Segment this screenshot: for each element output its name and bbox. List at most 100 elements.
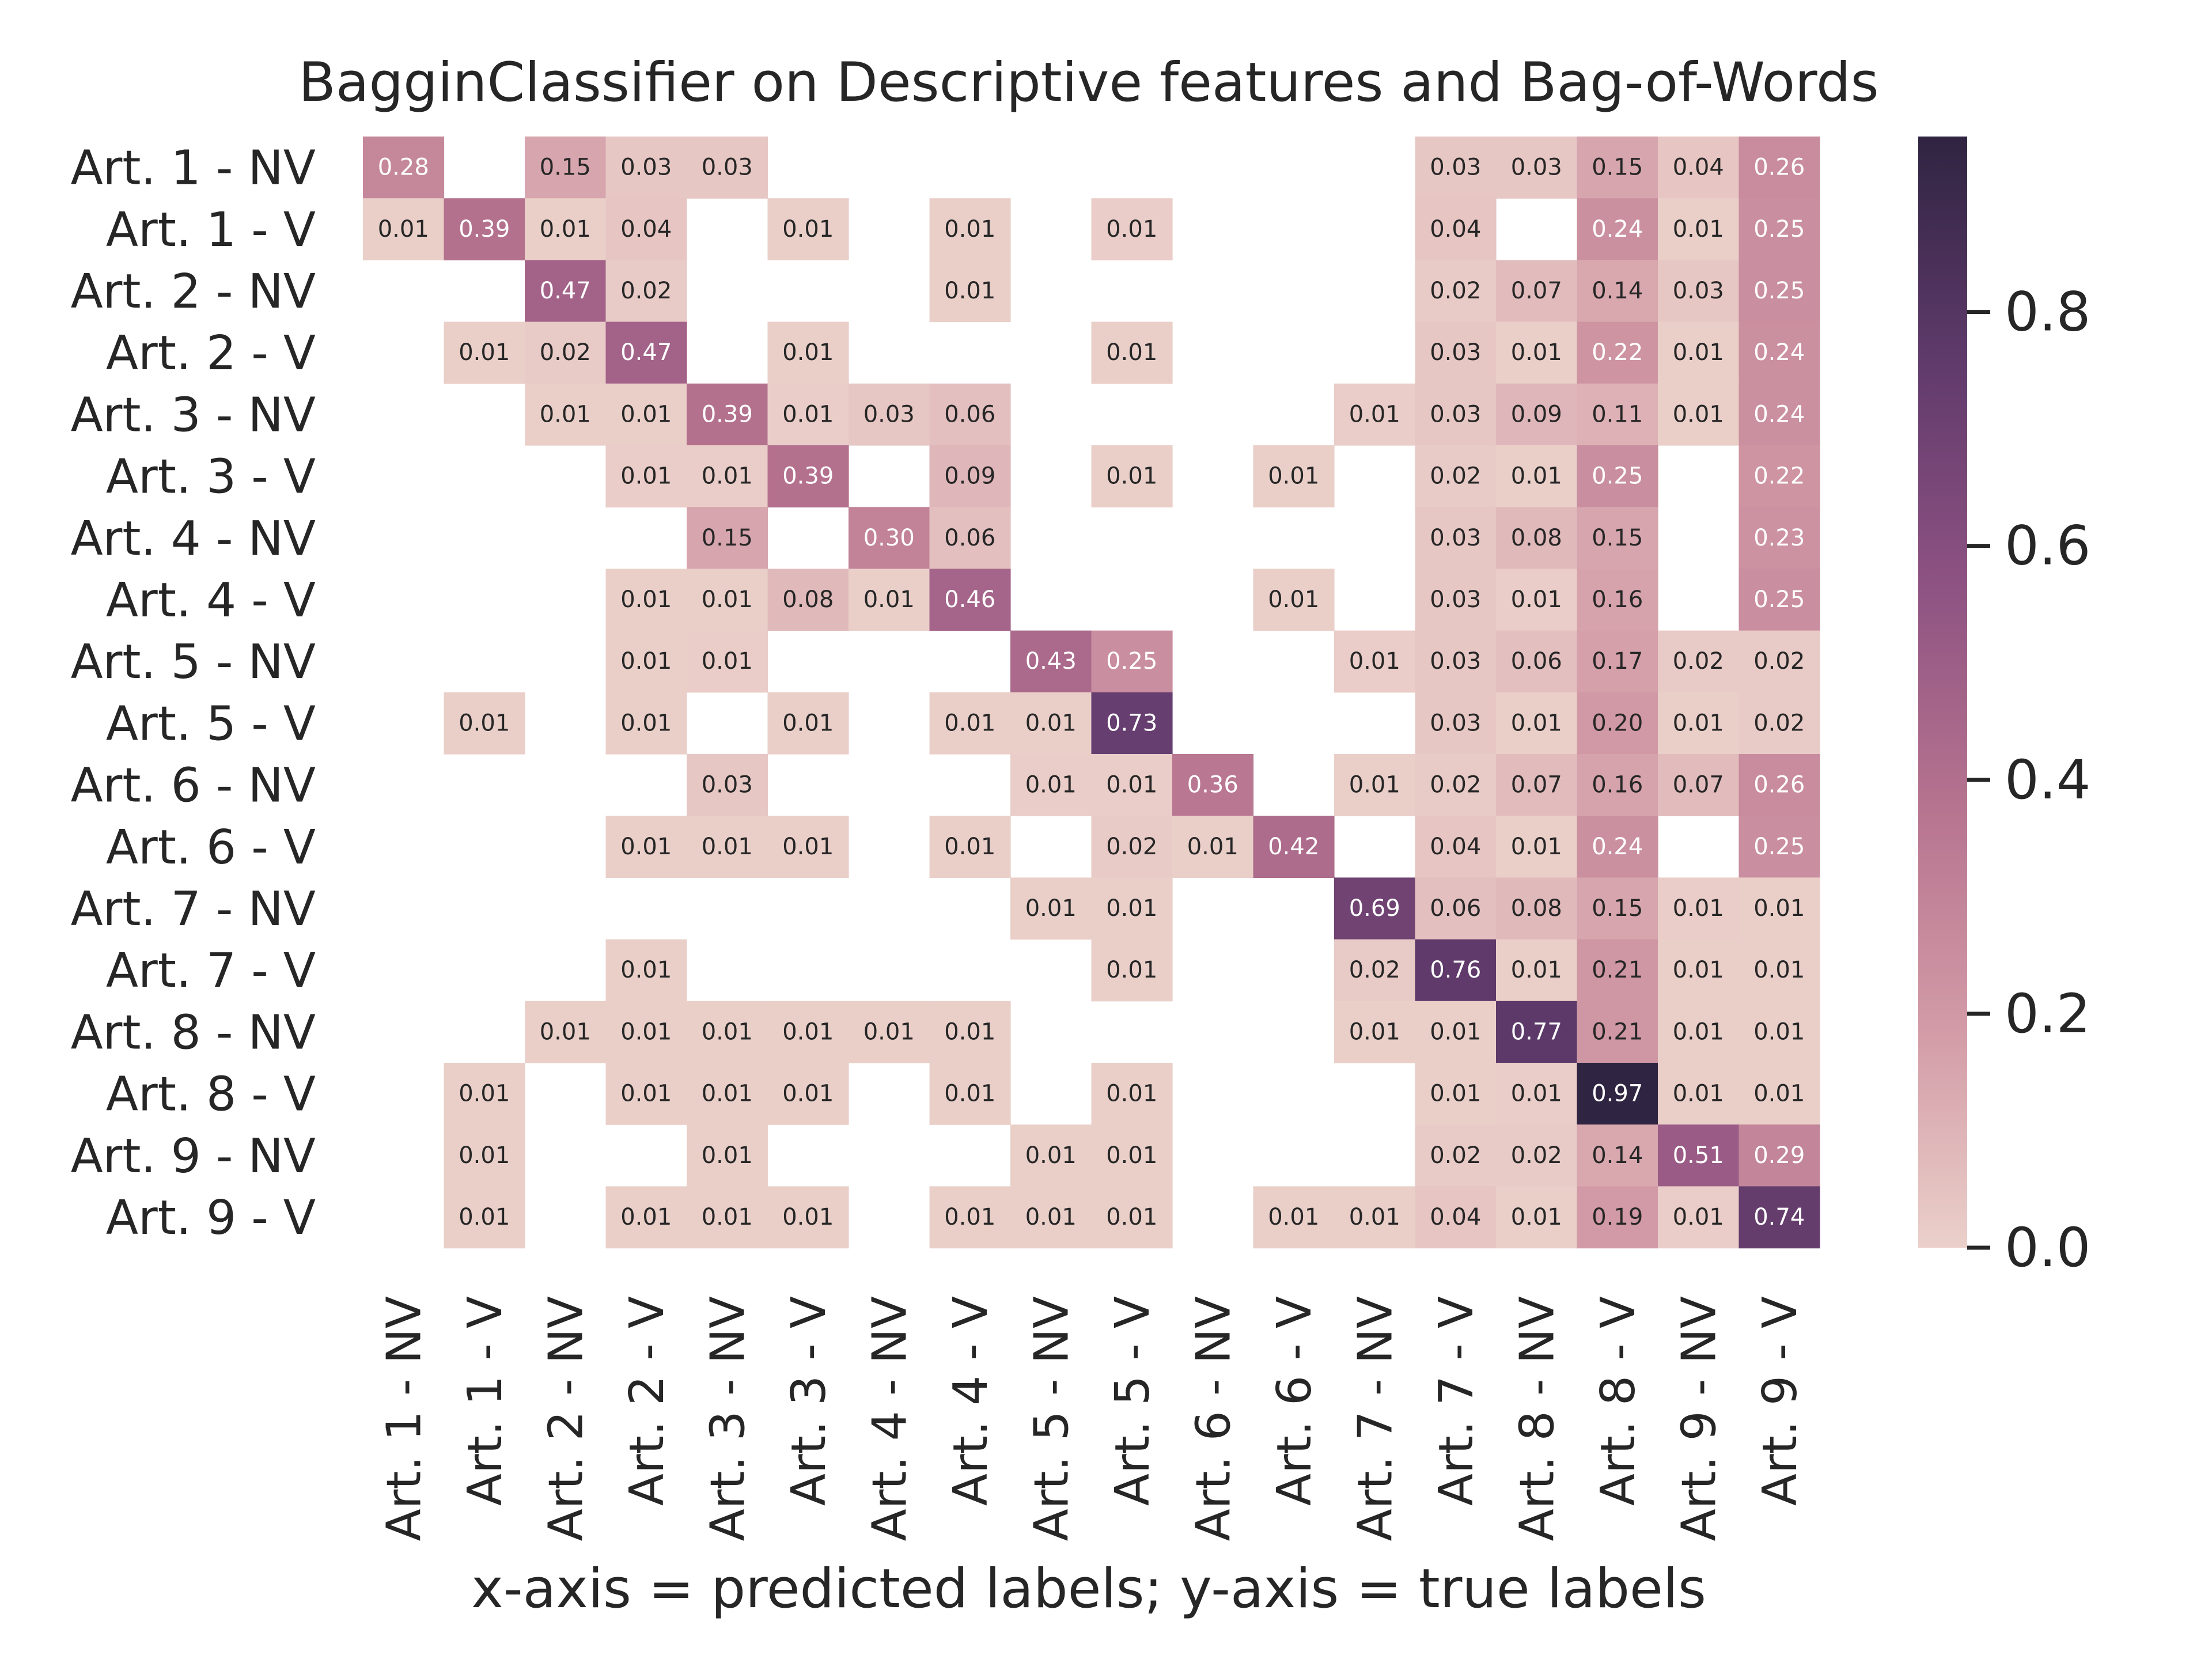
cell-value-label: 0.01 xyxy=(944,1081,995,1107)
cell-value-label: 0.47 xyxy=(620,339,672,366)
colorbar-gradient xyxy=(1918,137,1967,1248)
cell-value-label: 0.01 xyxy=(620,1081,672,1107)
heatmap-cell xyxy=(363,198,445,260)
cell-value-label: 0.01 xyxy=(620,834,672,860)
y-tick-label: Art. 3 - V xyxy=(106,450,316,505)
cell-value-label: 0.39 xyxy=(459,216,510,243)
cell-value-label: 0.01 xyxy=(702,586,753,613)
y-tick-label: Art. 9 - NV xyxy=(71,1129,316,1184)
heatmap-cell xyxy=(605,816,687,878)
cell-value-label: 0.08 xyxy=(1511,895,1562,922)
cell-value-label: 0.01 xyxy=(378,216,429,243)
cell-value-label: 0.01 xyxy=(620,1018,672,1045)
heatmap-cell xyxy=(1010,754,1092,816)
heatmap-cell xyxy=(929,507,1011,569)
cell-value-label: 0.21 xyxy=(1592,1018,1643,1045)
heatmap-cell xyxy=(687,630,768,693)
cell-value-label: 0.51 xyxy=(1673,1142,1724,1169)
heatmap-cell xyxy=(929,569,1011,631)
heatmap-cell xyxy=(1253,569,1335,631)
x-tick-label: Art. 3 - NV xyxy=(700,1296,755,1541)
y-tick-label: Art. 8 - NV xyxy=(71,1005,316,1060)
heatmap-cell xyxy=(1415,321,1497,384)
cell-value-label: 0.01 xyxy=(1753,957,1805,983)
cell-value-label: 0.01 xyxy=(620,1204,672,1230)
cell-value-label: 0.03 xyxy=(620,154,672,181)
cell-value-label: 0.01 xyxy=(1511,1204,1562,1230)
cell-value-label: 0.39 xyxy=(702,401,753,427)
cell-value-label: 0.03 xyxy=(702,154,753,181)
heatmap-cell xyxy=(767,692,849,755)
heatmap-cell xyxy=(1172,754,1254,816)
cell-value-label: 0.15 xyxy=(1592,895,1643,922)
heatmap-cell xyxy=(1738,939,1820,1002)
heatmap-cell xyxy=(1496,569,1578,631)
y-tick-label: Art. 8 - V xyxy=(106,1067,316,1122)
heatmap-cell xyxy=(1496,877,1578,940)
cell-value-label: 0.14 xyxy=(1592,1142,1643,1169)
cell-value-label: 0.20 xyxy=(1592,710,1643,736)
heatmap-cell xyxy=(1334,939,1416,1002)
colorbar: 0.0 0.2 0.4 0.6 0.8 xyxy=(1918,137,2091,1279)
heatmap-cell xyxy=(767,569,849,631)
heatmap-cell xyxy=(525,198,607,260)
cell-value-label: 0.23 xyxy=(1753,525,1805,551)
cell-value-label: 0.01 xyxy=(620,463,672,490)
cell-value-label: 0.01 xyxy=(1025,895,1077,922)
cell-value-label: 0.02 xyxy=(620,278,672,304)
heatmap-cell xyxy=(1577,445,1658,507)
x-tick-label: Art. 6 - NV xyxy=(1186,1296,1241,1541)
cell-value-label: 0.25 xyxy=(1592,463,1643,490)
cell-value-label: 0.01 xyxy=(1349,1018,1400,1045)
heatmap-cell xyxy=(1658,630,1740,693)
cell-value-label: 0.02 xyxy=(1430,772,1481,798)
cell-value-label: 0.06 xyxy=(944,525,995,551)
cell-value-label: 0.01 xyxy=(620,957,672,983)
cell-value-label: 0.22 xyxy=(1753,463,1805,490)
cell-value-label: 0.02 xyxy=(1430,1142,1481,1169)
cell-value-label: 0.01 xyxy=(944,278,995,304)
heatmap-cell xyxy=(1738,137,1820,199)
cell-value-label: 0.02 xyxy=(1106,834,1157,860)
cell-value-label: 0.01 xyxy=(1753,895,1805,922)
heatmap-cell xyxy=(687,383,768,446)
cell-value-label: 0.15 xyxy=(540,154,591,181)
colorbar-tick-label: 0.4 xyxy=(2005,749,2091,812)
cell-value-label: 0.01 xyxy=(1106,339,1157,366)
heatmap-cell xyxy=(1738,692,1820,755)
cell-value-label: 0.03 xyxy=(863,401,915,427)
heatmap-cell xyxy=(1496,260,1578,323)
cell-value-label: 0.09 xyxy=(944,463,995,490)
heatmap-cell xyxy=(525,260,607,323)
cell-value-label: 0.74 xyxy=(1753,1204,1805,1230)
heatmap-cell xyxy=(1253,445,1335,507)
heatmap-cell xyxy=(687,569,768,631)
heatmap-cell xyxy=(1658,383,1740,446)
heatmap-cell xyxy=(1415,137,1497,199)
cell-value-label: 0.97 xyxy=(1592,1081,1643,1107)
x-tick-label: Art. 7 - V xyxy=(1429,1296,1484,1506)
cell-value-label: 0.01 xyxy=(702,1204,753,1230)
cell-value-label: 0.01 xyxy=(1753,1018,1805,1045)
cell-value-label: 0.01 xyxy=(459,1081,510,1107)
cell-value-label: 0.04 xyxy=(1430,834,1481,860)
y-tick-label: Art. 6 - NV xyxy=(71,759,316,813)
colorbar-tick-label: 0.8 xyxy=(2005,281,2091,344)
cell-value-label: 0.03 xyxy=(702,772,753,798)
cell-value-label: 0.02 xyxy=(540,339,591,366)
colorbar-tick-label: 0.2 xyxy=(2005,983,2091,1046)
heatmap-cell xyxy=(444,321,525,384)
heatmap-cell xyxy=(767,383,849,446)
x-tick-label: Art. 9 - V xyxy=(1753,1296,1808,1506)
heatmap-cell xyxy=(605,445,687,507)
cell-value-label: 0.42 xyxy=(1268,834,1319,860)
cell-value-label: 0.01 xyxy=(540,1018,591,1045)
heatmap-cell xyxy=(605,1063,687,1125)
cell-value-label: 0.39 xyxy=(782,463,834,490)
heatmap-cell xyxy=(1496,383,1578,446)
heatmap-cell xyxy=(767,1001,849,1063)
cell-value-label: 0.02 xyxy=(1753,648,1805,675)
heatmap-cell xyxy=(1577,507,1658,569)
cell-value-label: 0.01 xyxy=(782,1018,834,1045)
heatmap-cell xyxy=(929,445,1011,507)
